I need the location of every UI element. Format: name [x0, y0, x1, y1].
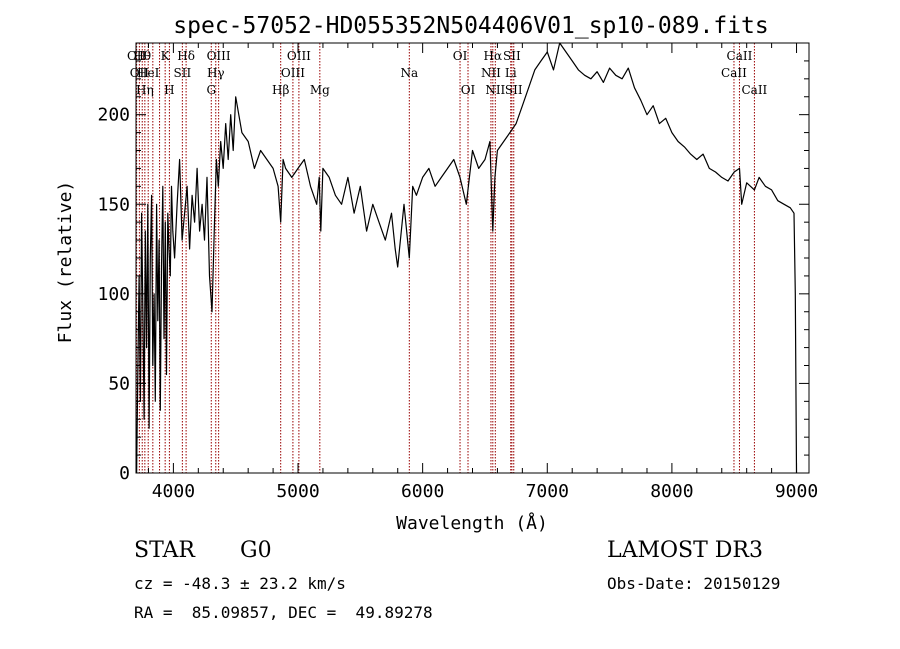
spectral-line-labels: OIIOIIHθHηHeIKHSIIHδGHγOIIIHβOIIIOIIIMgN…: [127, 49, 768, 97]
redshift-value: cz = -48.3 ± 23.2 km/s: [134, 574, 346, 593]
x-tick-label-6000: 6000: [401, 481, 444, 502]
y-tick-label-100: 100: [97, 284, 130, 305]
y-tick-label-200: 200: [97, 105, 130, 126]
line-label-oii-3727: OII: [130, 66, 150, 80]
x-tick-label-9000: 9000: [775, 481, 818, 502]
line-label-k-3934: K: [161, 49, 171, 63]
y-tick-label-0: 0: [119, 463, 130, 484]
line-label-na-5893: Na: [400, 66, 418, 80]
line-label-h-4102: Hδ: [177, 49, 195, 63]
chart-title: spec-57052-HD055352N504406V01_sp10-089.f…: [173, 13, 768, 39]
survey-name: LAMOST DR3: [607, 538, 763, 563]
line-label-h-6563: Hα: [484, 49, 503, 63]
y-tick-label-150: 150: [97, 194, 130, 215]
line-label-mg-5175: Mg: [310, 83, 330, 97]
line-label-h-3771: Hη: [136, 83, 154, 97]
x-tick-label-5000: 5000: [276, 481, 319, 502]
axis-ticks: [136, 42, 809, 474]
object-class: STAR: [134, 538, 195, 563]
line-label-caii-8498: CaII: [721, 66, 747, 80]
line-label-nii-6583: NII: [485, 83, 505, 97]
x-tick-label-7000: 7000: [526, 481, 569, 502]
y-tick-labels: 0 50 100 150 200: [97, 105, 130, 484]
line-label-oi-6300: OI: [453, 49, 468, 63]
x-tick-labels: 4000 5000 6000 7000 8000 9000: [152, 481, 819, 502]
line-label-h-3750: Hθ: [133, 49, 151, 63]
x-axis-label: Wavelength (Å): [396, 512, 548, 534]
line-label-caii-8542: CaII: [727, 49, 753, 63]
flux-series-line: [136, 42, 798, 474]
y-axis-label: Flux (relative): [55, 181, 76, 344]
line-label-h-4340: Hγ: [207, 66, 225, 80]
line-label-caii-8662: CaII: [741, 83, 767, 97]
line-label-oiii-4363: OIII: [207, 49, 231, 63]
line-label-sii-6731: SII: [505, 83, 523, 97]
line-label-oi-6364: OI: [461, 83, 476, 97]
spectral-line-markers: [136, 43, 755, 473]
y-tick-label-50: 50: [108, 373, 130, 394]
line-label-h-4861: Hβ: [272, 83, 289, 97]
line-label-sii-6716: SII: [503, 49, 521, 63]
line-label-h-3968: H: [164, 83, 174, 97]
x-tick-label-4000: 4000: [152, 481, 195, 502]
line-label-hei-3798: HeI: [137, 66, 160, 80]
line-label-oii-3705: OII: [127, 49, 147, 63]
line-label-g-4304: G: [206, 83, 216, 97]
line-label-oiii-5007: OIII: [287, 49, 311, 63]
line-label-oiii-4959: OIII: [281, 66, 305, 80]
observation-date: Obs-Date: 20150129: [607, 574, 781, 593]
x-tick-label-8000: 8000: [650, 481, 693, 502]
ra-dec-coordinates: RA = 85.09857, DEC = 49.89278: [134, 603, 433, 622]
line-label-nii-6548: NII: [481, 66, 501, 80]
object-subclass: G0: [240, 538, 272, 563]
line-label-sii-4072: SII: [174, 66, 192, 80]
line-label-li-6707: Li: [505, 66, 517, 80]
